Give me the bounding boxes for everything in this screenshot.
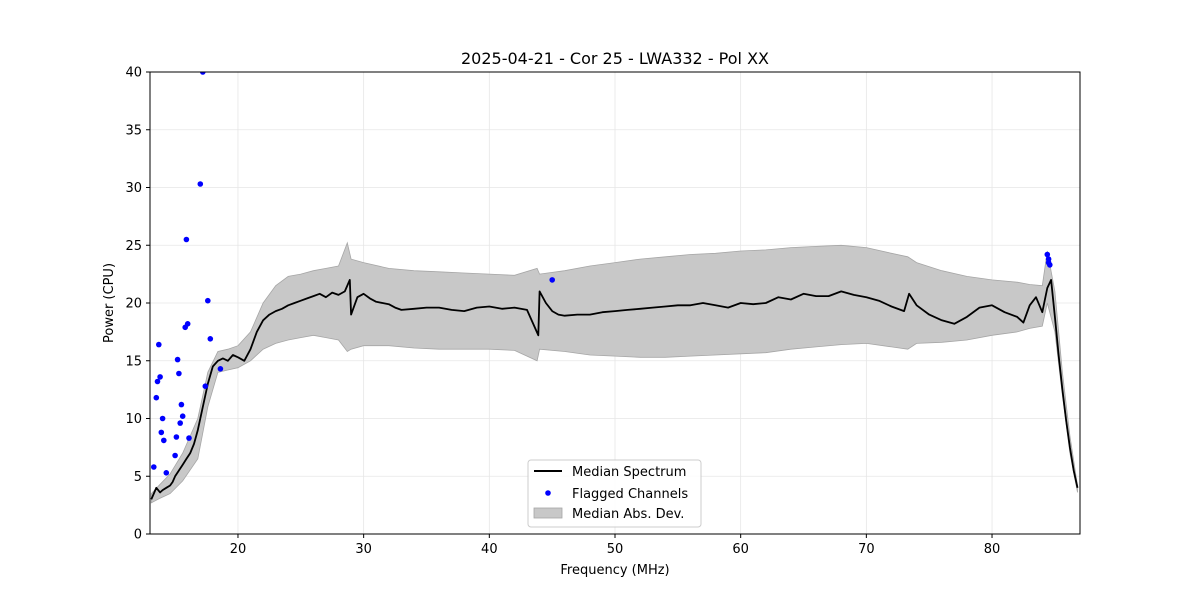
x-tick-label: 40 (481, 542, 498, 557)
flagged-channel-point (184, 321, 191, 327)
legend-box (527, 459, 702, 528)
x-tick-label: 80 (984, 542, 1001, 557)
flagged-channel-point (200, 72, 206, 75)
flagged-channel-point (1047, 262, 1053, 268)
flagged-channel-point (153, 394, 160, 401)
x-axis-label: Frequency (MHz) (560, 563, 669, 578)
chart-title: 2025-04-21 - Cor 25 - LWA332 - Pol XX (461, 49, 769, 68)
flagged-channel-point (151, 464, 157, 470)
y-tick-label: 35 (125, 123, 142, 138)
y-tick-label: 25 (125, 239, 142, 254)
x-tick-label: 30 (355, 542, 372, 557)
y-axis-ticks: 0 5 10 15 20 25 30 35 40 (125, 66, 150, 543)
mad-band-area (150, 241, 1078, 504)
x-tick-label: 60 (732, 542, 749, 557)
y-tick-label: 5 (134, 470, 142, 485)
x-tick-label: 70 (858, 542, 875, 557)
y-axis-label: Power (CPU) (102, 263, 117, 343)
median-line-layer (150, 279, 1079, 500)
y-tick-label: 30 (125, 181, 142, 196)
x-axis-ticks: 20 30 40 50 60 70 80 (230, 534, 1001, 557)
flagged-channel-point (154, 378, 161, 385)
flagged-channel-point (186, 435, 192, 441)
flagged-channel-point (176, 370, 182, 377)
y-tick-label: 20 (125, 297, 142, 312)
flagged-channel-point (205, 297, 211, 304)
flagged-channel-point (159, 415, 166, 422)
legend-marker-swatch (545, 490, 551, 496)
median-spectrum-line (150, 279, 1079, 500)
x-tick-label: 50 (607, 542, 624, 557)
legend-label-median: Median Spectrum (572, 465, 686, 480)
flagged-channel-point (202, 383, 209, 390)
flagged-channel-point (217, 366, 224, 372)
legend-band-swatch (533, 507, 563, 519)
mad-band-layer (150, 241, 1078, 504)
flagged-channel-point (179, 413, 186, 420)
flagged-channel-point (156, 341, 162, 348)
y-tick-label: 15 (125, 354, 142, 369)
flagged-channel-point (183, 236, 190, 243)
flagged-channel-point (178, 401, 185, 408)
flagged-channel-point (549, 277, 555, 283)
x-tick-label: 20 (230, 542, 247, 557)
flagged-channel-point (177, 420, 183, 426)
flagged-channel-point (1044, 251, 1051, 258)
legend-label-flagged: Flagged Channels (572, 487, 688, 502)
y-tick-label: 0 (134, 528, 142, 543)
y-tick-label: 40 (125, 66, 142, 81)
flagged-channel-point (207, 336, 214, 342)
legend-label-mad: Median Abs. Dev. (572, 507, 684, 522)
flagged-channel-point (173, 434, 180, 440)
flagged-channel-point (197, 181, 204, 187)
flagged-channel-point (158, 429, 165, 436)
flagged-channel-point (174, 356, 181, 363)
flagged-points-layer (151, 72, 1053, 476)
flagged-channel-point (172, 452, 178, 459)
flagged-channel-point (163, 470, 170, 476)
y-tick-label: 10 (125, 412, 142, 427)
flagged-channel-point (157, 374, 163, 380)
legend: Median Spectrum Flagged Channels Median … (527, 459, 702, 528)
flagged-channel-point (161, 437, 167, 444)
